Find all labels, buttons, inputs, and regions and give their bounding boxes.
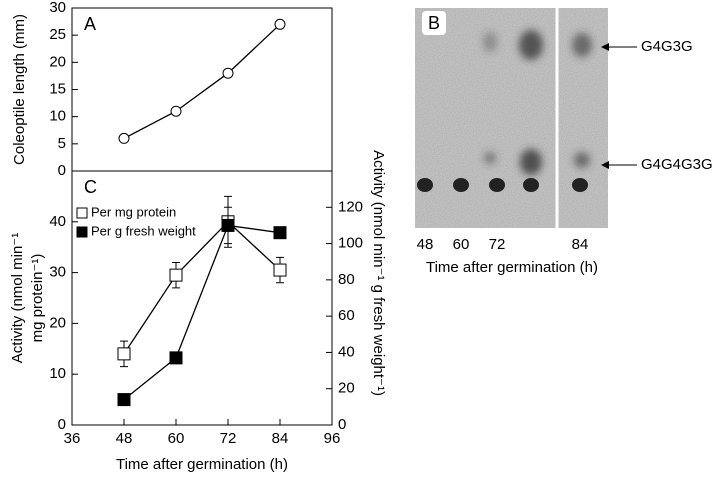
gel-spots (483, 30, 592, 175)
x-tick-label: 96 (324, 430, 341, 447)
y-tick-label: 5 (58, 135, 66, 152)
data-point (169, 351, 183, 365)
data-point (169, 268, 183, 282)
data-point (117, 393, 131, 407)
gel-x-label: Time after germination (h) (426, 259, 598, 276)
lane-label: 48 (417, 236, 434, 253)
panel-label-box (422, 11, 446, 35)
gel-panel: B G4G3G G4G4G3G 48 60 72 84 Time after g… (415, 8, 713, 276)
data-point (118, 132, 130, 144)
y2-tick-label: 20 (338, 380, 355, 397)
x-axis-label: Time after germination (h) (116, 456, 288, 473)
y2-tick-label: 80 (338, 271, 355, 288)
panel-label: C (84, 177, 97, 197)
y-axis-label: Activity (nmol min⁻¹ (9, 233, 26, 363)
data-point (273, 263, 287, 277)
data-point (274, 18, 286, 30)
panel-label: A (84, 14, 96, 34)
series-line (123, 23, 281, 139)
y-tick-label: 0 (58, 162, 66, 179)
arrowhead (601, 161, 609, 169)
plot-frame (71, 170, 333, 426)
y2-tick-label: 100 (338, 235, 363, 252)
plot-frame (71, 7, 333, 172)
y-tick-label: 10 (49, 365, 66, 382)
y-tick-label: 20 (49, 314, 66, 331)
data-point (170, 105, 182, 117)
y-tick-label: 30 (49, 0, 66, 16)
y-tick-label: 10 (49, 108, 66, 125)
y-axis-label: Coleoptile length (mm) (11, 14, 28, 165)
y-tick-label: 20 (49, 53, 66, 70)
lane-label: 60 (453, 236, 470, 253)
lane-label: 84 (572, 236, 589, 253)
x-tick-label: 48 (116, 430, 133, 447)
lane-label: 72 (489, 236, 506, 253)
gel-origin-spots (417, 178, 588, 192)
y-tick-label: 30 (49, 264, 66, 281)
y-tick-label: 40 (49, 213, 66, 230)
series-line (123, 224, 281, 401)
y-tick-label: 25 (49, 26, 66, 43)
y2-tick-label: 40 (338, 343, 355, 360)
x-tick-label: 36 (64, 430, 81, 447)
data-point (221, 218, 235, 232)
arrowhead (601, 43, 609, 51)
x-tick-label: 84 (272, 430, 289, 447)
legend-marker (76, 226, 88, 238)
y-tick-label: 0 (58, 416, 66, 433)
band-label: G4G4G3G (641, 156, 713, 173)
data-point (117, 347, 131, 361)
y2-axis-label: Activity (nmol min⁻¹ g fresh weight⁻¹) (370, 150, 387, 396)
series-line (123, 220, 281, 355)
x-tick-label: 72 (220, 430, 237, 447)
y2-tick-label: 120 (338, 198, 363, 215)
x-tick-label: 60 (168, 430, 185, 447)
band-label: G4G3G (641, 38, 693, 55)
legend-label: Per mg protein (91, 204, 176, 219)
data-point (222, 67, 234, 79)
y-tick-label: 15 (49, 80, 66, 97)
legend-label: Per g fresh weight (91, 223, 196, 238)
y2-tick-label: 0 (338, 416, 346, 433)
legend-marker (76, 207, 88, 219)
data-point (273, 226, 287, 240)
y-axis-label: mg protein⁻¹) (29, 254, 46, 343)
panel-label: B (428, 13, 440, 33)
y2-tick-label: 60 (338, 307, 355, 324)
